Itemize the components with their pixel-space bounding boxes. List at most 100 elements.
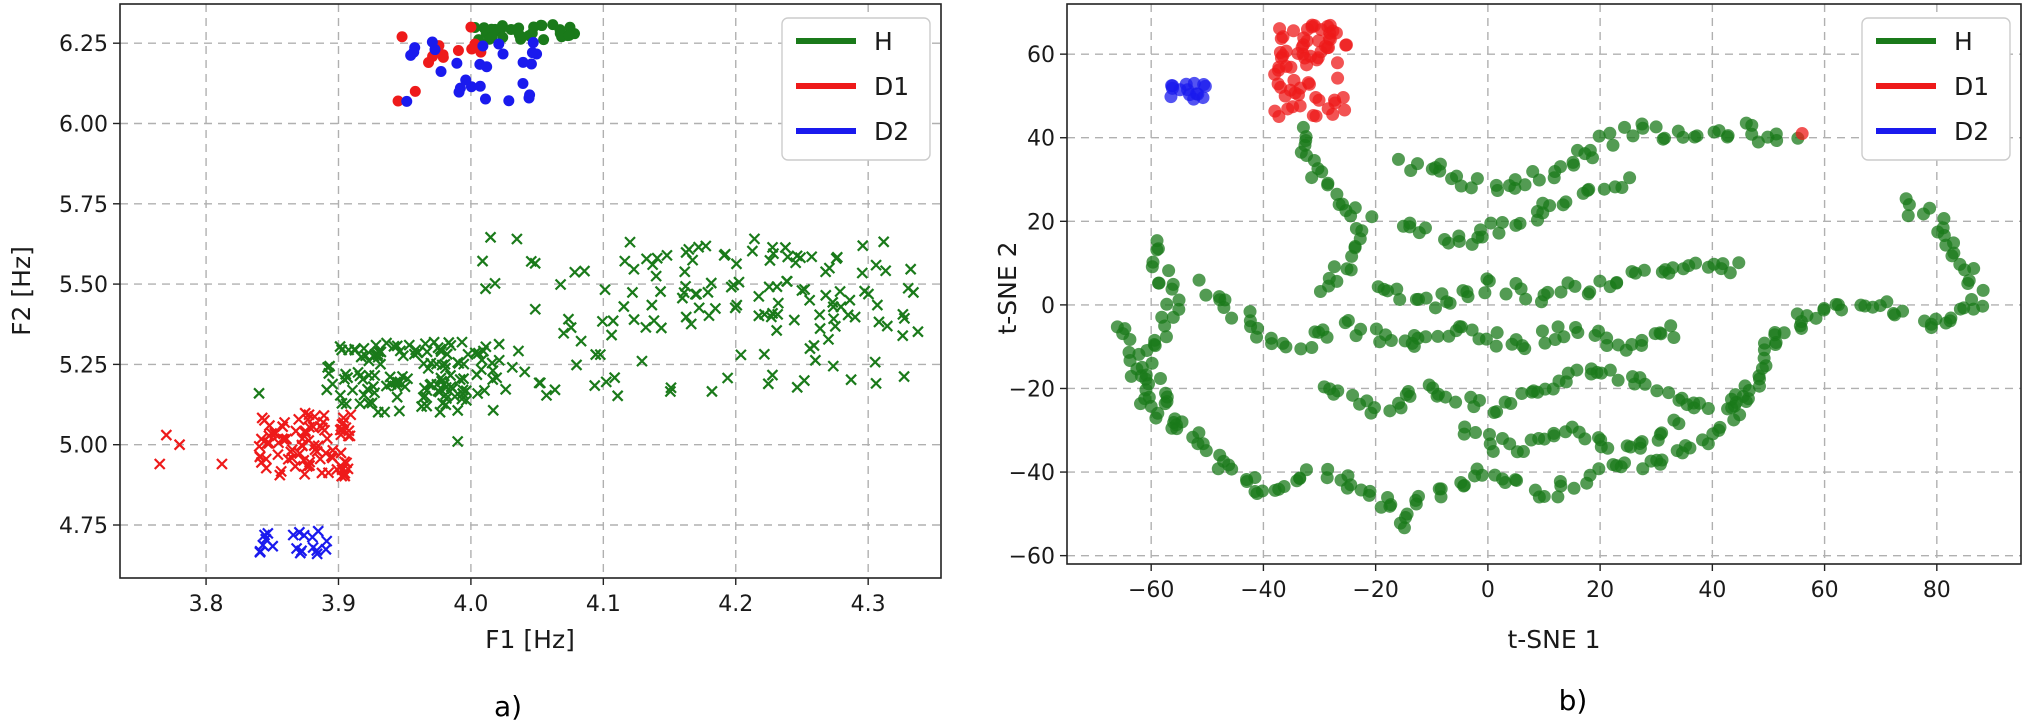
data-point-x <box>266 540 279 552</box>
data-point-x <box>680 311 692 323</box>
data-point-circle <box>1411 292 1425 306</box>
tick-label-y: 20 <box>1027 210 1055 235</box>
data-point-circle <box>1583 285 1597 299</box>
data-point-x <box>798 283 811 296</box>
data-point-circle <box>1383 404 1397 418</box>
tick-label-y: 60 <box>1027 43 1055 68</box>
data-point-x <box>476 255 489 267</box>
data-point-x <box>798 374 811 387</box>
data-point-x <box>692 241 705 253</box>
data-point-x <box>298 468 311 481</box>
data-point-x <box>870 259 882 271</box>
data-point-x <box>765 311 778 323</box>
data-point-circle <box>1593 274 1607 288</box>
data-point-x <box>287 529 300 541</box>
data-point-x <box>680 246 692 259</box>
data-point-x <box>440 381 452 394</box>
data-point-circle <box>1592 129 1606 143</box>
data-point-circle <box>1468 426 1482 440</box>
tick-label-y: 4.75 <box>59 514 108 539</box>
data-point-circle <box>1953 257 1967 271</box>
data-point-x <box>794 251 807 264</box>
data-point-circle <box>1518 178 1532 192</box>
data-point-circle <box>1443 296 1457 310</box>
data-point-circle <box>396 31 408 43</box>
data-point-x <box>646 299 658 311</box>
data-point-x <box>721 372 734 384</box>
data-point-x <box>607 315 619 327</box>
data-point-x <box>341 371 354 384</box>
data-point-x <box>705 277 718 289</box>
data-point-circle <box>1330 187 1344 201</box>
data-point-circle <box>1611 373 1625 387</box>
data-point-circle <box>1716 257 1730 271</box>
data-point-circle <box>1124 369 1138 383</box>
data-point-circle <box>1516 445 1530 459</box>
data-point-circle <box>526 27 538 39</box>
data-point-x <box>651 252 663 264</box>
data-point-x <box>842 309 854 321</box>
panel-b-marks <box>1110 18 1990 535</box>
data-point-circle <box>1305 341 1319 355</box>
data-point-circle <box>1770 134 1784 148</box>
data-point-circle <box>1777 326 1791 340</box>
data-point-circle <box>1349 329 1363 343</box>
data-point-x <box>845 373 857 386</box>
data-point-x <box>337 412 350 424</box>
panel-a-legend-label-d2: D2 <box>874 117 909 146</box>
data-point-circle <box>479 93 491 105</box>
data-point-x <box>349 343 361 355</box>
data-point-circle <box>1666 261 1680 275</box>
data-point-circle <box>1272 60 1286 74</box>
data-point-circle <box>408 46 420 58</box>
data-point-x <box>709 302 722 315</box>
data-point-x <box>487 404 499 417</box>
data-point-circle <box>437 51 449 63</box>
panel-a: 3.8 3.9 4.0 4.1 4.2 4.3 4.75 5.00 5.25 5.50 5.75 6… <box>7 3 942 723</box>
data-point-circle <box>1172 293 1186 307</box>
data-point-circle <box>1492 226 1506 240</box>
data-point-x <box>767 247 780 260</box>
data-point-x <box>335 460 347 472</box>
data-point-x <box>578 265 591 277</box>
data-point-circle <box>1166 310 1180 324</box>
data-point-x <box>820 289 832 302</box>
data-point-circle <box>1541 285 1555 299</box>
data-point-x <box>844 294 856 306</box>
data-point-circle <box>1509 218 1523 232</box>
data-point-circle <box>1567 481 1581 495</box>
data-point-circle <box>1225 462 1239 476</box>
data-point-x <box>628 313 640 326</box>
data-point-circle <box>1795 127 1809 141</box>
data-point-circle <box>1470 172 1484 186</box>
data-point-circle <box>1701 260 1715 274</box>
data-point-x <box>599 283 611 296</box>
data-point-circle <box>1217 300 1231 314</box>
data-point-circle <box>1535 324 1549 338</box>
data-point-x <box>361 383 374 395</box>
data-point-x <box>814 322 826 335</box>
data-point-x <box>655 322 668 334</box>
data-point-x <box>456 387 469 400</box>
data-point-x <box>554 278 567 291</box>
data-point-circle <box>1650 384 1664 398</box>
data-point-circle <box>1331 71 1345 85</box>
data-point-x <box>706 385 718 398</box>
data-point-circle <box>1508 473 1522 487</box>
data-point-x <box>457 384 469 396</box>
panel-b-legend-label-h: H <box>1954 27 1973 56</box>
tick-label-x: 60 <box>1811 578 1839 603</box>
data-point-circle <box>1495 215 1509 229</box>
data-point-circle <box>1344 263 1358 277</box>
data-point-x <box>457 372 470 385</box>
data-point-circle <box>1438 390 1452 404</box>
data-point-circle <box>1403 216 1417 230</box>
tick-label-y: 5.75 <box>59 193 108 218</box>
data-point-circle <box>1701 402 1715 416</box>
data-point-circle <box>1592 462 1606 476</box>
data-point-circle <box>1667 413 1681 427</box>
data-point-circle <box>1403 389 1417 403</box>
data-point-x <box>320 535 333 547</box>
panel-a-marks <box>153 19 924 560</box>
